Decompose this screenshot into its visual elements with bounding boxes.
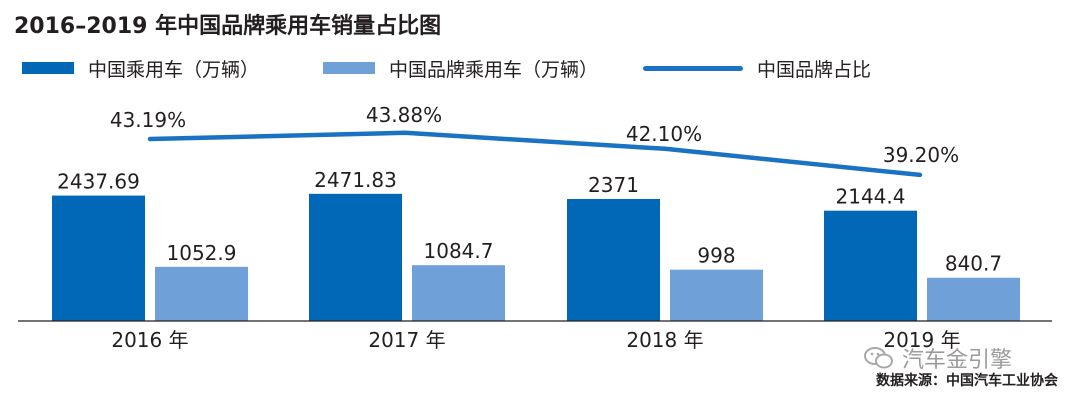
bar-brand xyxy=(670,269,763,321)
legend-label-brand: 中国品牌乘用车（万辆） xyxy=(389,58,599,81)
bar-value-label: 1084.7 xyxy=(424,239,494,263)
share-value-label: 43.19% xyxy=(110,108,186,132)
legend-item-share: 中国品牌占比 xyxy=(643,52,871,84)
x-tick-label: 2018 年 xyxy=(626,328,703,352)
bar-passenger xyxy=(567,199,660,321)
watermark: 汽车金引擎 xyxy=(864,342,1012,374)
x-tick-label: 2016 年 xyxy=(111,328,188,352)
watermark-text: 汽车金引擎 xyxy=(902,348,1013,373)
bar-brand xyxy=(927,277,1020,321)
bar-value-label: 998 xyxy=(697,244,735,268)
share-value-label: 42.10% xyxy=(626,122,702,146)
chart-title: 2016–2019 年中国品牌乘用车销量占比图 xyxy=(14,14,442,39)
legend-item-brand: 中国品牌乘用车（万辆） xyxy=(323,52,598,84)
bar-value-label: 2437.69 xyxy=(57,170,140,194)
legend-label-share: 中国品牌占比 xyxy=(757,58,872,81)
bar-value-label: 2471.83 xyxy=(314,168,397,192)
wechat-icon xyxy=(864,346,894,370)
bar-value-label: 1052.9 xyxy=(167,241,237,265)
bar-brand xyxy=(155,266,248,321)
bar-passenger xyxy=(52,195,145,321)
bar-brand xyxy=(412,265,505,321)
legend-swatch-passenger xyxy=(22,62,74,74)
legend-swatch-brand xyxy=(323,62,375,74)
share-value-label: 39.20% xyxy=(883,143,959,167)
x-tick-label: 2019 年 xyxy=(883,328,960,352)
share-value-label: 43.88% xyxy=(366,103,442,127)
bar-value-label: 2144.4 xyxy=(836,185,906,209)
legend: 中国乘用车（万辆） 中国品牌乘用车（万辆） 中国品牌占比 xyxy=(0,52,1080,84)
bar-passenger xyxy=(824,210,917,321)
share-line xyxy=(147,130,923,178)
bar-value-label: 2371 xyxy=(588,173,639,197)
legend-item-passenger: 中国乘用车（万辆） xyxy=(22,52,259,84)
bar-passenger xyxy=(309,193,402,321)
source-note: 数据来源：中国汽车工业协会 xyxy=(876,373,1058,389)
x-tick-label: 2017 年 xyxy=(368,328,445,352)
legend-label-passenger: 中国乘用车（万辆） xyxy=(88,58,260,81)
legend-swatch-share xyxy=(643,65,743,71)
bar-value-label: 840.7 xyxy=(945,252,1002,276)
